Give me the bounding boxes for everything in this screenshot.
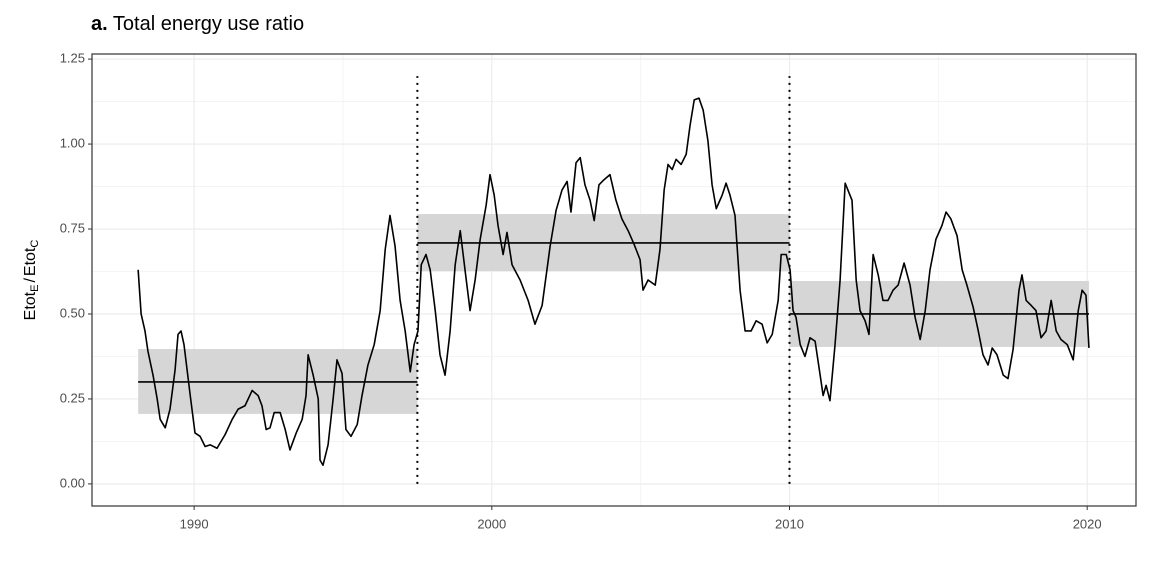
- x-tick-label: 2010: [775, 516, 804, 531]
- y-tick-label: 1.25: [60, 51, 85, 66]
- y-label-sub: E: [29, 285, 41, 292]
- panel-border: [91, 53, 1137, 507]
- chart-title-group: a. Total energy use ratio: [91, 13, 304, 35]
- panel-label: a.: [91, 13, 108, 35]
- y-tick-label: 0.25: [60, 390, 85, 405]
- y-label-sub: C: [29, 240, 41, 248]
- y-label-part: Etot: [22, 247, 39, 276]
- y-tick-label: 1.00: [60, 135, 85, 150]
- y-label-part: /: [22, 278, 39, 283]
- plot-area: 0.00 0.25 0.50 0.75 1.00 1.25 1990 2000 2010 2020: [60, 51, 1137, 531]
- y-tick-label: 0.75: [60, 220, 85, 235]
- y-label-part: Etot: [22, 291, 39, 320]
- x-tick-label: 1990: [180, 516, 209, 531]
- y-tick-label: 0.50: [60, 305, 85, 320]
- x-tick-label: 2020: [1073, 516, 1102, 531]
- x-tick-label: 2000: [477, 516, 506, 531]
- ratio-line: [137, 97, 1090, 467]
- y-axis-label: EtotE/EtotC: [22, 240, 41, 321]
- y-tick-label: 0.00: [60, 475, 85, 490]
- chart-title: Total energy use ratio: [113, 13, 304, 35]
